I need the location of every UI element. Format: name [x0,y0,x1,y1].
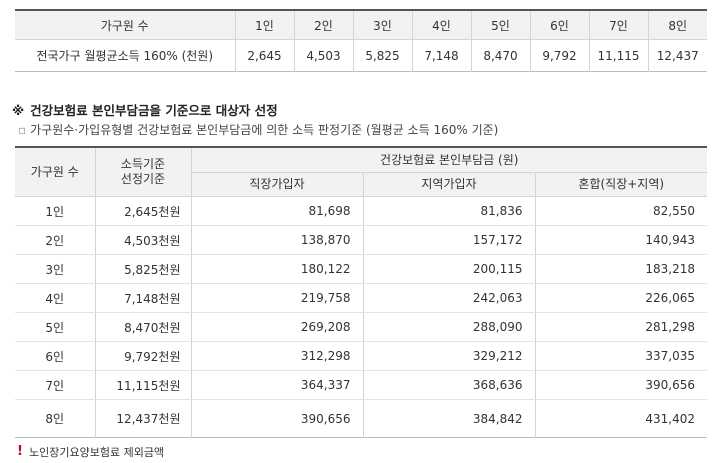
section-subtitle: ▫ 가구원수·가입유형별 건강보험료 본인부담금에 의한 소득 판정기준 (월평균… [18,121,498,138]
household-size-cell: 7인 [15,370,95,400]
household-size-cell: 5인 [15,312,95,342]
header-3-person: 3인 [352,10,412,40]
premium-header-row: 가구원 수 소득기준 선정기준 건강보험료 본인부담금 (원) [15,147,707,197]
household-size-cell: 8인 [45,412,65,426]
income-value: 12,437 [647,39,707,72]
header-household-size: 가구원 수 [15,147,95,197]
income-criteria-cell: 5,825천원 [94,254,191,284]
header-7-person: 7인 [588,10,648,40]
income-criteria-table: 가구원 수 1인 2인 3인 4인 5인 6인 7인 8인 전국가구 월평균소득… [15,9,707,72]
income-value: 9,792 [529,39,589,72]
mixed-premium-cell: 337,035 [534,341,707,371]
mixed-premium-cell: 183,218 [534,254,707,284]
household-size-cell: 2인 [15,225,95,255]
header-income-criteria: 소득기준 선정기준 [94,147,191,197]
household-size-cell: 3인 [15,254,95,284]
exclamation-icon: ! [17,444,23,459]
income-value: 11,115 [588,39,648,72]
header-workplace-subscriber: 직장가입자 [190,172,363,197]
income-criteria-cell: 4,503천원 [94,225,191,255]
mixed-premium-cell: 140,943 [534,225,707,255]
household-size-cell: 4인 [15,283,95,313]
table-row: 4인 7,148천원 219,758 242,063 226,065 [15,283,707,313]
regional-premium-cell: 242,063 [362,283,535,313]
household-size-cell: 6인 [15,341,95,371]
workplace-premium-cell: 138,870 [190,225,363,255]
section-subtitle-text: 가구원수·가입유형별 건강보험료 본인부담금에 의한 소득 판정기준 (월평균 … [30,123,499,137]
regional-premium-cell: 200,115 [362,254,535,284]
insurance-premium-table: 가구원 수 소득기준 선정기준 건강보험료 본인부담금 (원) 직장가입자 지역… [15,146,707,438]
workplace-premium-cell: 364,337 [190,370,363,400]
income-table-row: 전국가구 월평균소득 160% (천원) 2,645 4,503 5,825 7… [15,39,707,72]
section-title: ※ 건강보험료 본인부담금을 기준으로 대상자 선정 [12,100,278,119]
header-1-person: 1인 [234,10,294,40]
premium-subheader-row: 직장가입자 지역가입자 혼합(직장+지역) [15,172,707,197]
table-row: 3인 5,825천원 180,122 200,115 183,218 [15,254,707,284]
table-row: 2인 4,503천원 138,870 157,172 140,943 [15,225,707,255]
workplace-premium-cell: 180,122 [190,254,363,284]
header-income-line1: 소득기준 [120,157,166,171]
regional-premium-cell: 384,842 [362,399,535,438]
income-value: 2,645 [234,39,294,72]
header-5-person: 5인 [470,10,530,40]
table-row: 1인 2,645천원 81,698 81,836 82,550 [15,196,707,226]
mixed-premium-cell: 82,550 [534,196,707,226]
header-4-person: 4인 [411,10,471,40]
header-8-person: 8인 [647,10,707,40]
section-title-text: 건강보험료 본인부담금을 기준으로 대상자 선정 [30,103,278,118]
regional-premium-cell: 81,836 [362,196,535,226]
mixed-premium-cell: 226,065 [534,283,707,313]
mixed-premium-cell: 431,402 [534,399,707,438]
header-income-line2: 선정기준 [120,172,166,186]
workplace-premium-cell: 269,208 [190,312,363,342]
income-value: 8,470 [470,39,530,72]
bullet-icon: ▫ [18,123,27,137]
income-criteria-cell: 9,792천원 [94,341,191,371]
header-6-person: 6인 [529,10,589,40]
regional-premium-cell: 288,090 [362,312,535,342]
income-criteria-cell: 2,645천원 [94,196,191,226]
footnote-text: 노인장기요양보험료 제외금액 [29,446,165,459]
income-criteria-cell: 7,148천원 [94,283,191,313]
header-mixed-subscriber: 혼합(직장+지역) [534,172,707,197]
income-value: 4,503 [293,39,353,72]
header-premium-group: 건강보험료 본인부담금 (원) [190,147,707,173]
workplace-premium-cell: 219,758 [190,283,363,313]
income-criteria-cell: 11,115천원 [94,370,191,400]
regional-premium-cell: 329,212 [362,341,535,371]
income-value: 7,148 [411,39,471,72]
row-label: 전국가구 월평균소득 160% (천원) [36,49,214,63]
workplace-premium-cell: 312,298 [190,341,363,371]
income-criteria-cell: 8,470천원 [94,312,191,342]
workplace-premium-cell: 81,698 [190,196,363,226]
header-regional-subscriber: 지역가입자 [362,172,535,197]
household-size-cell: 1인 [15,196,95,226]
footnote: ! 노인장기요양보험료 제외금액 [15,444,164,460]
mixed-premium-cell: 281,298 [534,312,707,342]
table-row: 8인 12,437천원 390,656 384,842 431,402 [15,399,707,438]
reference-mark-icon: ※ [12,103,25,118]
header-household-size: 가구원 수 [15,10,235,40]
workplace-premium-cell: 390,656 [190,399,363,438]
table-row: 5인 8,470천원 269,208 288,090 281,298 [15,312,707,342]
header-2-person: 2인 [293,10,353,40]
table-row: 6인 9,792천원 312,298 329,212 337,035 [15,341,707,371]
regional-premium-cell: 368,636 [362,370,535,400]
income-value: 5,825 [352,39,412,72]
income-table-header-row: 가구원 수 1인 2인 3인 4인 5인 6인 7인 8인 [15,10,707,40]
income-criteria-cell: 12,437천원 [94,399,191,438]
regional-premium-cell: 157,172 [362,225,535,255]
mixed-premium-cell: 390,656 [534,370,707,400]
table-row: 7인 11,115천원 364,337 368,636 390,656 [15,370,707,400]
